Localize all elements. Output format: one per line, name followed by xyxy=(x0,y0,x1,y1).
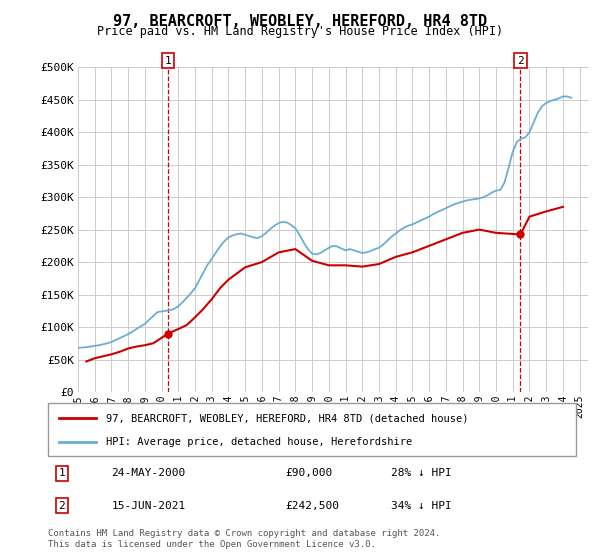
Text: 1: 1 xyxy=(165,55,172,66)
Text: Price paid vs. HM Land Registry's House Price Index (HPI): Price paid vs. HM Land Registry's House … xyxy=(97,25,503,38)
FancyBboxPatch shape xyxy=(48,403,576,456)
Text: 28% ↓ HPI: 28% ↓ HPI xyxy=(391,468,452,478)
Text: 97, BEARCROFT, WEOBLEY, HEREFORD, HR4 8TD (detached house): 97, BEARCROFT, WEOBLEY, HEREFORD, HR4 8T… xyxy=(106,413,469,423)
Text: 2: 2 xyxy=(517,55,524,66)
Text: £90,000: £90,000 xyxy=(286,468,333,478)
Text: 97, BEARCROFT, WEOBLEY, HEREFORD, HR4 8TD: 97, BEARCROFT, WEOBLEY, HEREFORD, HR4 8T… xyxy=(113,14,487,29)
Text: 15-JUN-2021: 15-JUN-2021 xyxy=(112,501,185,511)
Text: 24-MAY-2000: 24-MAY-2000 xyxy=(112,468,185,478)
Text: £242,500: £242,500 xyxy=(286,501,340,511)
Text: 2: 2 xyxy=(59,501,65,511)
Text: HPI: Average price, detached house, Herefordshire: HPI: Average price, detached house, Here… xyxy=(106,436,412,446)
Text: Contains HM Land Registry data © Crown copyright and database right 2024.
This d: Contains HM Land Registry data © Crown c… xyxy=(48,529,440,549)
Text: 34% ↓ HPI: 34% ↓ HPI xyxy=(391,501,452,511)
Text: 1: 1 xyxy=(59,468,65,478)
